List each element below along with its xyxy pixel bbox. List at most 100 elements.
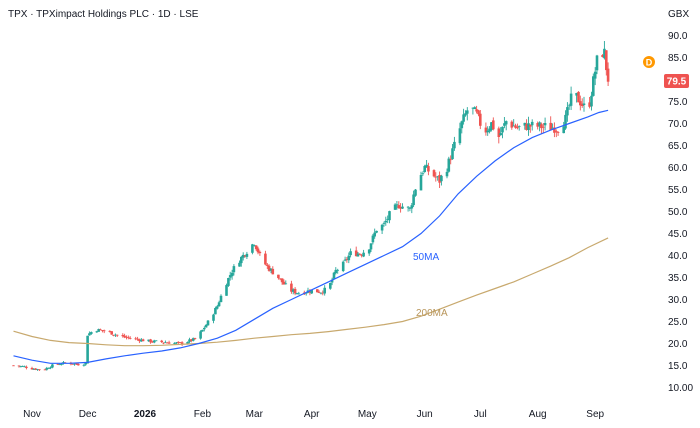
candle-128[interactable]: [345, 257, 349, 263]
candle-174[interactable]: [464, 110, 467, 117]
candle-205[interactable]: [543, 117, 547, 131]
candle-10[interactable]: [38, 369, 41, 371]
candle-142[interactable]: [382, 221, 386, 227]
candle-193[interactable]: [514, 123, 517, 129]
candle-210[interactable]: [556, 131, 560, 136]
candle-36[interactable]: [108, 330, 112, 333]
candle-34[interactable]: [101, 330, 104, 333]
candle-180[interactable]: [479, 110, 482, 130]
candle-129[interactable]: [347, 252, 351, 264]
candle-57[interactable]: [162, 342, 165, 345]
candle-211[interactable]: [562, 121, 565, 134]
candle-146[interactable]: [393, 203, 397, 210]
candle-99[interactable]: [269, 268, 273, 274]
candle-114[interactable]: [308, 289, 312, 296]
candle-92[interactable]: [253, 244, 256, 247]
candle-158[interactable]: [423, 164, 426, 173]
candle-153[interactable]: [410, 203, 414, 214]
candle-2[interactable]: [19, 365, 23, 368]
candle-1[interactable]: [17, 365, 21, 368]
candle-201[interactable]: [536, 121, 539, 130]
candle-84[interactable]: [230, 269, 234, 280]
candle-161[interactable]: [432, 169, 436, 178]
candle-152[interactable]: [408, 207, 412, 212]
candle-15[interactable]: [51, 363, 54, 369]
candle-189[interactable]: [503, 117, 506, 129]
candle-0[interactable]: [12, 365, 15, 367]
candle-115[interactable]: [310, 290, 313, 294]
candle-110[interactable]: [297, 291, 301, 295]
candle-127[interactable]: [343, 256, 347, 262]
candle-26[interactable]: [82, 363, 86, 367]
candle-90[interactable]: [245, 251, 249, 259]
candle-73[interactable]: [203, 326, 206, 332]
candle-139[interactable]: [373, 228, 376, 239]
candle-7[interactable]: [32, 368, 36, 370]
candle-42[interactable]: [123, 333, 126, 339]
candle-107[interactable]: [291, 288, 295, 295]
candle-100[interactable]: [271, 266, 275, 275]
candle-62[interactable]: [175, 342, 178, 345]
candle-103[interactable]: [280, 278, 284, 285]
candle-144[interactable]: [386, 215, 389, 224]
candle-77[interactable]: [214, 306, 217, 315]
candle-185[interactable]: [492, 117, 495, 131]
candle-212[interactable]: [564, 110, 567, 130]
candle-82[interactable]: [227, 277, 230, 287]
candle-22[interactable]: [71, 363, 75, 365]
candle-47[interactable]: [136, 336, 139, 341]
candle-204[interactable]: [542, 123, 545, 134]
candle-86[interactable]: [238, 260, 241, 267]
candle-197[interactable]: [525, 119, 528, 131]
candle-76[interactable]: [212, 313, 215, 324]
candle-4[interactable]: [23, 365, 26, 368]
candle-166[interactable]: [445, 168, 449, 179]
candle-200[interactable]: [530, 119, 534, 131]
candle-133[interactable]: [358, 253, 362, 255]
candle-163[interactable]: [436, 175, 439, 181]
candle-88[interactable]: [241, 252, 245, 261]
candle-196[interactable]: [523, 122, 527, 130]
candle-208[interactable]: [553, 122, 556, 138]
candle-60[interactable]: [167, 340, 171, 344]
candle-165[interactable]: [440, 174, 443, 186]
candle-143[interactable]: [384, 216, 388, 226]
candle-35[interactable]: [102, 329, 106, 334]
candle-173[interactable]: [462, 108, 465, 125]
candle-29[interactable]: [88, 331, 91, 336]
candle-213[interactable]: [566, 102, 569, 122]
candle-72[interactable]: [201, 329, 204, 332]
candle-140[interactable]: [375, 230, 378, 234]
candle-220[interactable]: [582, 96, 586, 112]
candle-40[interactable]: [115, 334, 119, 338]
candle-45[interactable]: [128, 336, 132, 340]
candle-202[interactable]: [538, 121, 541, 132]
candle-177[interactable]: [473, 106, 476, 110]
candle-33[interactable]: [99, 328, 102, 331]
candle-225[interactable]: [595, 54, 599, 75]
candle-32[interactable]: [97, 328, 100, 332]
candle-54[interactable]: [153, 339, 156, 344]
candle-28[interactable]: [86, 335, 89, 364]
candle-120[interactable]: [323, 285, 326, 296]
candle-123[interactable]: [332, 271, 336, 280]
candle-117[interactable]: [317, 290, 321, 294]
candle-38[interactable]: [112, 334, 115, 337]
candle-181[interactable]: [484, 122, 488, 136]
candle-223[interactable]: [592, 73, 595, 97]
candle-83[interactable]: [228, 271, 232, 281]
candle-188[interactable]: [501, 126, 504, 139]
candle-51[interactable]: [147, 339, 150, 342]
y-axis[interactable]: 90.085.080.075.070.065.060.055.050.045.0…: [668, 31, 693, 394]
candle-154[interactable]: [412, 190, 415, 207]
candle-126[interactable]: [341, 260, 345, 273]
candle-61[interactable]: [173, 342, 176, 345]
candle-97[interactable]: [266, 263, 269, 269]
candle-58[interactable]: [164, 340, 167, 344]
candle-39[interactable]: [114, 333, 117, 338]
candle-8[interactable]: [34, 368, 37, 371]
candle-6[interactable]: [30, 366, 34, 370]
candle-219[interactable]: [580, 98, 584, 108]
candle-172[interactable]: [460, 120, 464, 134]
candle-207[interactable]: [551, 123, 554, 129]
